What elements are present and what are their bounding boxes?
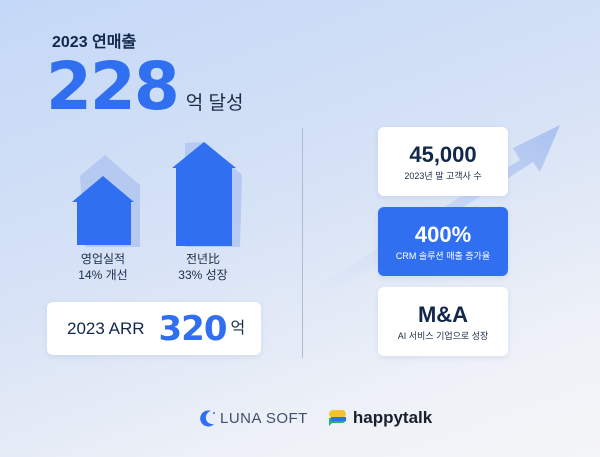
revenue-value: 228	[46, 48, 180, 125]
card-desc: CRM 솔루션 매출 증가율	[395, 251, 491, 261]
logos: LUNA SOFT happytalk	[200, 408, 432, 428]
moon-icon	[200, 410, 215, 427]
happytalk-logo: happytalk	[328, 408, 432, 428]
card-ma: M&A AI 서비스 기업으로 성장	[378, 287, 508, 356]
lunasoft-logo: LUNA SOFT	[200, 409, 308, 427]
bar-label-1: 영업실적 14% 개선	[53, 251, 153, 283]
card-value: M&A	[417, 302, 469, 327]
arr-value: 320	[158, 308, 228, 349]
card-value: 400%	[414, 222, 472, 247]
bar-label-2-title: 전년比	[185, 252, 221, 266]
arr-unit: 억	[230, 319, 246, 337]
divider	[302, 128, 303, 358]
arr-card: 2023 ARR 320 억	[47, 302, 261, 355]
revenue-headline: 228 억 달성	[46, 48, 244, 125]
bar-label-1-value: 14% 개선	[78, 268, 128, 282]
lunasoft-text: LUNA SOFT	[220, 409, 308, 427]
revenue-subtitle: 2023 연매출	[52, 34, 137, 51]
bar-label-2-value: 33% 성장	[178, 268, 228, 282]
house-bar-1	[72, 176, 134, 245]
card-desc: 2023년 말 고객사 수	[404, 171, 482, 181]
card-customers: 45,000 2023년 말 고객사 수	[378, 127, 508, 196]
card-value: 45,000	[409, 142, 477, 167]
bar-label-1-title: 영업실적	[80, 252, 126, 266]
house-bars	[72, 142, 242, 247]
revenue-unit: 억 달성	[185, 93, 244, 114]
speech-bubble-icon	[328, 410, 346, 426]
bar-label-2: 전년比 33% 성장	[153, 251, 253, 283]
arr-label: 2023 ARR	[67, 318, 145, 338]
card-crm-growth: 400% CRM 솔루션 매출 증가율	[378, 207, 508, 276]
house-bar-2	[172, 142, 236, 246]
card-desc: AI 서비스 기업으로 성장	[397, 331, 489, 341]
happytalk-text: happytalk	[352, 408, 433, 427]
